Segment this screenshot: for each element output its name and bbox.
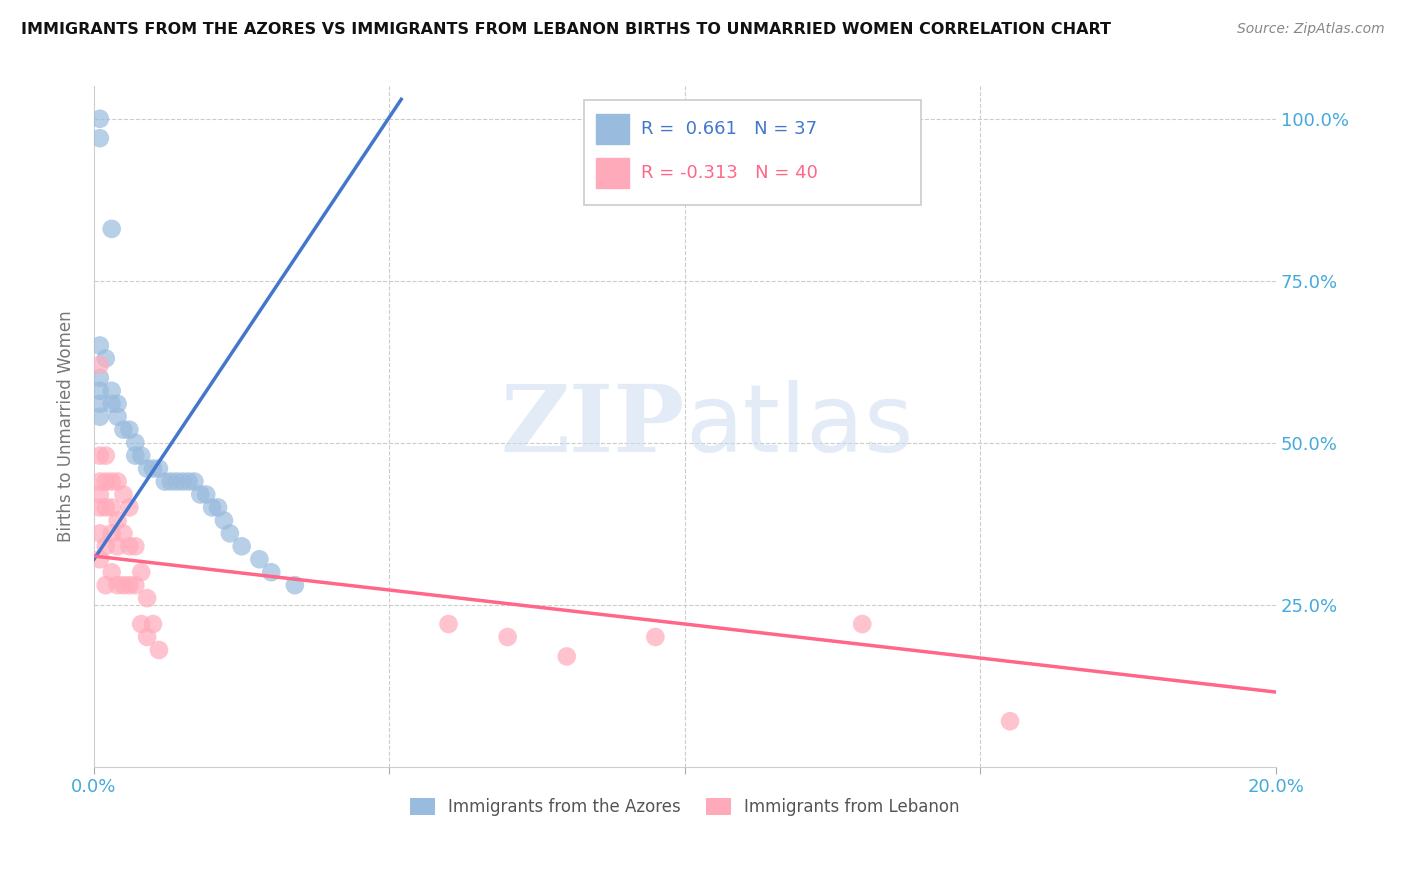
Point xyxy=(118,423,141,437)
Point xyxy=(129,566,152,580)
Point xyxy=(100,500,122,515)
Point xyxy=(89,358,111,372)
Point xyxy=(107,513,129,527)
Point xyxy=(129,449,152,463)
Point xyxy=(129,617,152,632)
Point xyxy=(100,397,122,411)
Point xyxy=(112,423,135,437)
Point xyxy=(172,475,194,489)
Point xyxy=(284,578,307,592)
Point xyxy=(136,630,159,644)
Point xyxy=(107,397,129,411)
Point xyxy=(89,131,111,145)
Point xyxy=(998,714,1021,729)
Point xyxy=(112,578,135,592)
Point xyxy=(188,487,211,501)
Point xyxy=(89,112,111,126)
Point xyxy=(94,475,117,489)
Point xyxy=(100,526,122,541)
Point xyxy=(124,539,146,553)
Point xyxy=(644,630,666,644)
Bar xyxy=(596,158,630,188)
Point xyxy=(94,539,117,553)
Point xyxy=(118,539,141,553)
Point xyxy=(89,500,111,515)
Point xyxy=(89,552,111,566)
Point xyxy=(218,526,240,541)
Text: Source: ZipAtlas.com: Source: ZipAtlas.com xyxy=(1237,22,1385,37)
Point xyxy=(100,222,122,236)
Text: R = -0.313   N = 40: R = -0.313 N = 40 xyxy=(641,164,818,182)
Text: R =  0.661   N = 37: R = 0.661 N = 37 xyxy=(641,120,817,137)
Point xyxy=(166,475,188,489)
Point xyxy=(142,617,165,632)
Point xyxy=(124,578,146,592)
Point xyxy=(107,475,129,489)
Point xyxy=(107,539,129,553)
Bar xyxy=(596,113,630,145)
Point xyxy=(118,578,141,592)
Point xyxy=(148,461,170,475)
Point xyxy=(851,617,873,632)
Point xyxy=(100,384,122,398)
Point xyxy=(89,449,111,463)
Text: IMMIGRANTS FROM THE AZORES VS IMMIGRANTS FROM LEBANON BIRTHS TO UNMARRIED WOMEN : IMMIGRANTS FROM THE AZORES VS IMMIGRANTS… xyxy=(21,22,1111,37)
Point xyxy=(89,397,111,411)
FancyBboxPatch shape xyxy=(585,100,921,205)
Point xyxy=(496,630,519,644)
Point xyxy=(212,513,235,527)
Point xyxy=(177,475,200,489)
Point xyxy=(153,475,176,489)
Point xyxy=(112,487,135,501)
Y-axis label: Births to Unmarried Women: Births to Unmarried Women xyxy=(58,310,75,542)
Point xyxy=(183,475,205,489)
Point xyxy=(260,566,283,580)
Point xyxy=(94,578,117,592)
Point xyxy=(107,409,129,424)
Text: atlas: atlas xyxy=(685,381,912,473)
Point xyxy=(94,500,117,515)
Point xyxy=(89,338,111,352)
Point xyxy=(159,475,181,489)
Point xyxy=(89,409,111,424)
Point xyxy=(201,500,224,515)
Point xyxy=(89,526,111,541)
Point xyxy=(94,449,117,463)
Point xyxy=(100,566,122,580)
Point xyxy=(89,487,111,501)
Point xyxy=(207,500,229,515)
Point xyxy=(89,475,111,489)
Point xyxy=(107,578,129,592)
Point xyxy=(142,461,165,475)
Point xyxy=(136,591,159,606)
Point xyxy=(437,617,460,632)
Point xyxy=(249,552,271,566)
Point xyxy=(89,371,111,385)
Point xyxy=(195,487,218,501)
Point xyxy=(148,643,170,657)
Point xyxy=(100,475,122,489)
Legend: Immigrants from the Azores, Immigrants from Lebanon: Immigrants from the Azores, Immigrants f… xyxy=(404,791,966,822)
Point xyxy=(124,435,146,450)
Point xyxy=(118,500,141,515)
Point xyxy=(94,351,117,366)
Point xyxy=(124,449,146,463)
Text: ZIP: ZIP xyxy=(501,382,685,472)
Point xyxy=(231,539,253,553)
Point xyxy=(112,526,135,541)
Point xyxy=(555,649,578,664)
Point xyxy=(89,384,111,398)
Point xyxy=(136,461,159,475)
